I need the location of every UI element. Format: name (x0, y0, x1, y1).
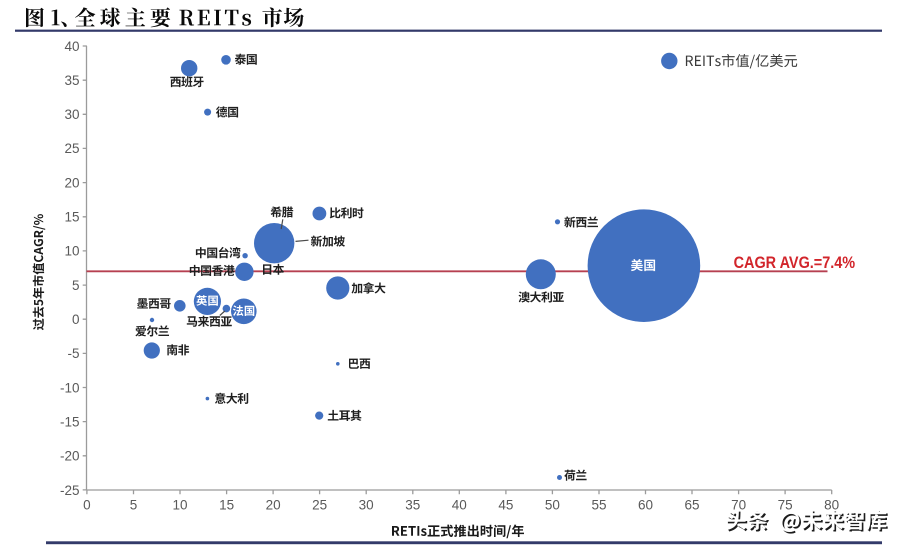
svg-text:30: 30 (64, 107, 79, 122)
svg-text:30: 30 (359, 498, 374, 513)
svg-text:40: 40 (64, 39, 79, 54)
svg-text:5: 5 (130, 498, 138, 513)
svg-text:50: 50 (545, 498, 560, 513)
svg-text:25: 25 (64, 141, 79, 156)
svg-text:20: 20 (266, 498, 281, 513)
svg-text:35: 35 (405, 498, 420, 513)
svg-text:0: 0 (83, 498, 91, 513)
svg-text:10: 10 (64, 244, 79, 259)
svg-text:20: 20 (64, 175, 79, 190)
svg-text:25: 25 (312, 498, 327, 513)
svg-text:-25: -25 (60, 483, 80, 498)
svg-text:65: 65 (684, 498, 699, 513)
svg-text:70: 70 (731, 498, 746, 513)
svg-text:-5: -5 (67, 346, 79, 361)
svg-text:55: 55 (591, 498, 606, 513)
svg-text:35: 35 (64, 73, 79, 88)
svg-text:0: 0 (72, 312, 80, 327)
svg-text:5: 5 (72, 278, 80, 293)
svg-text:80: 80 (824, 498, 839, 513)
svg-text:-15: -15 (60, 414, 80, 429)
svg-text:10: 10 (172, 498, 187, 513)
svg-text:-20: -20 (60, 449, 80, 464)
svg-text:15: 15 (64, 210, 79, 225)
svg-text:CAGR AVG.=7.4%: CAGR AVG.=7.4% (734, 254, 856, 272)
svg-text:15: 15 (219, 498, 234, 513)
svg-text:45: 45 (498, 498, 513, 513)
svg-text:60: 60 (638, 498, 653, 513)
svg-text:-10: -10 (60, 380, 80, 395)
svg-text:75: 75 (778, 498, 793, 513)
svg-text:40: 40 (452, 498, 467, 513)
